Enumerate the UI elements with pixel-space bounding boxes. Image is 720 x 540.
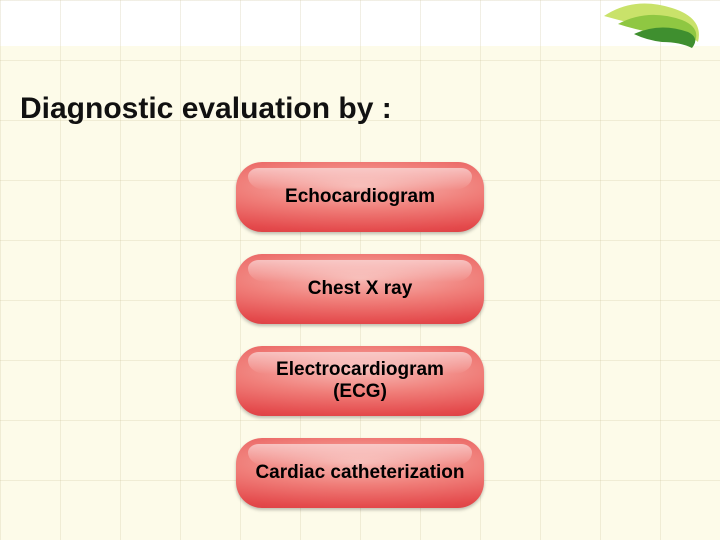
pill-label: Chest X ray <box>308 278 413 300</box>
pill-item: Cardiac catheterization <box>236 438 484 508</box>
pill-label: Cardiac catheterization <box>255 462 464 484</box>
pill-label: Electrocardiogram (ECG) <box>254 359 466 403</box>
pill-stack: Echocardiogram Chest X ray Electrocardio… <box>236 162 484 508</box>
slide-title: Diagnostic evaluation by : <box>20 92 392 126</box>
pill-item: Electrocardiogram (ECG) <box>236 346 484 416</box>
pill-item: Echocardiogram <box>236 162 484 232</box>
pill-label: Echocardiogram <box>285 186 435 208</box>
pill-item: Chest X ray <box>236 254 484 324</box>
